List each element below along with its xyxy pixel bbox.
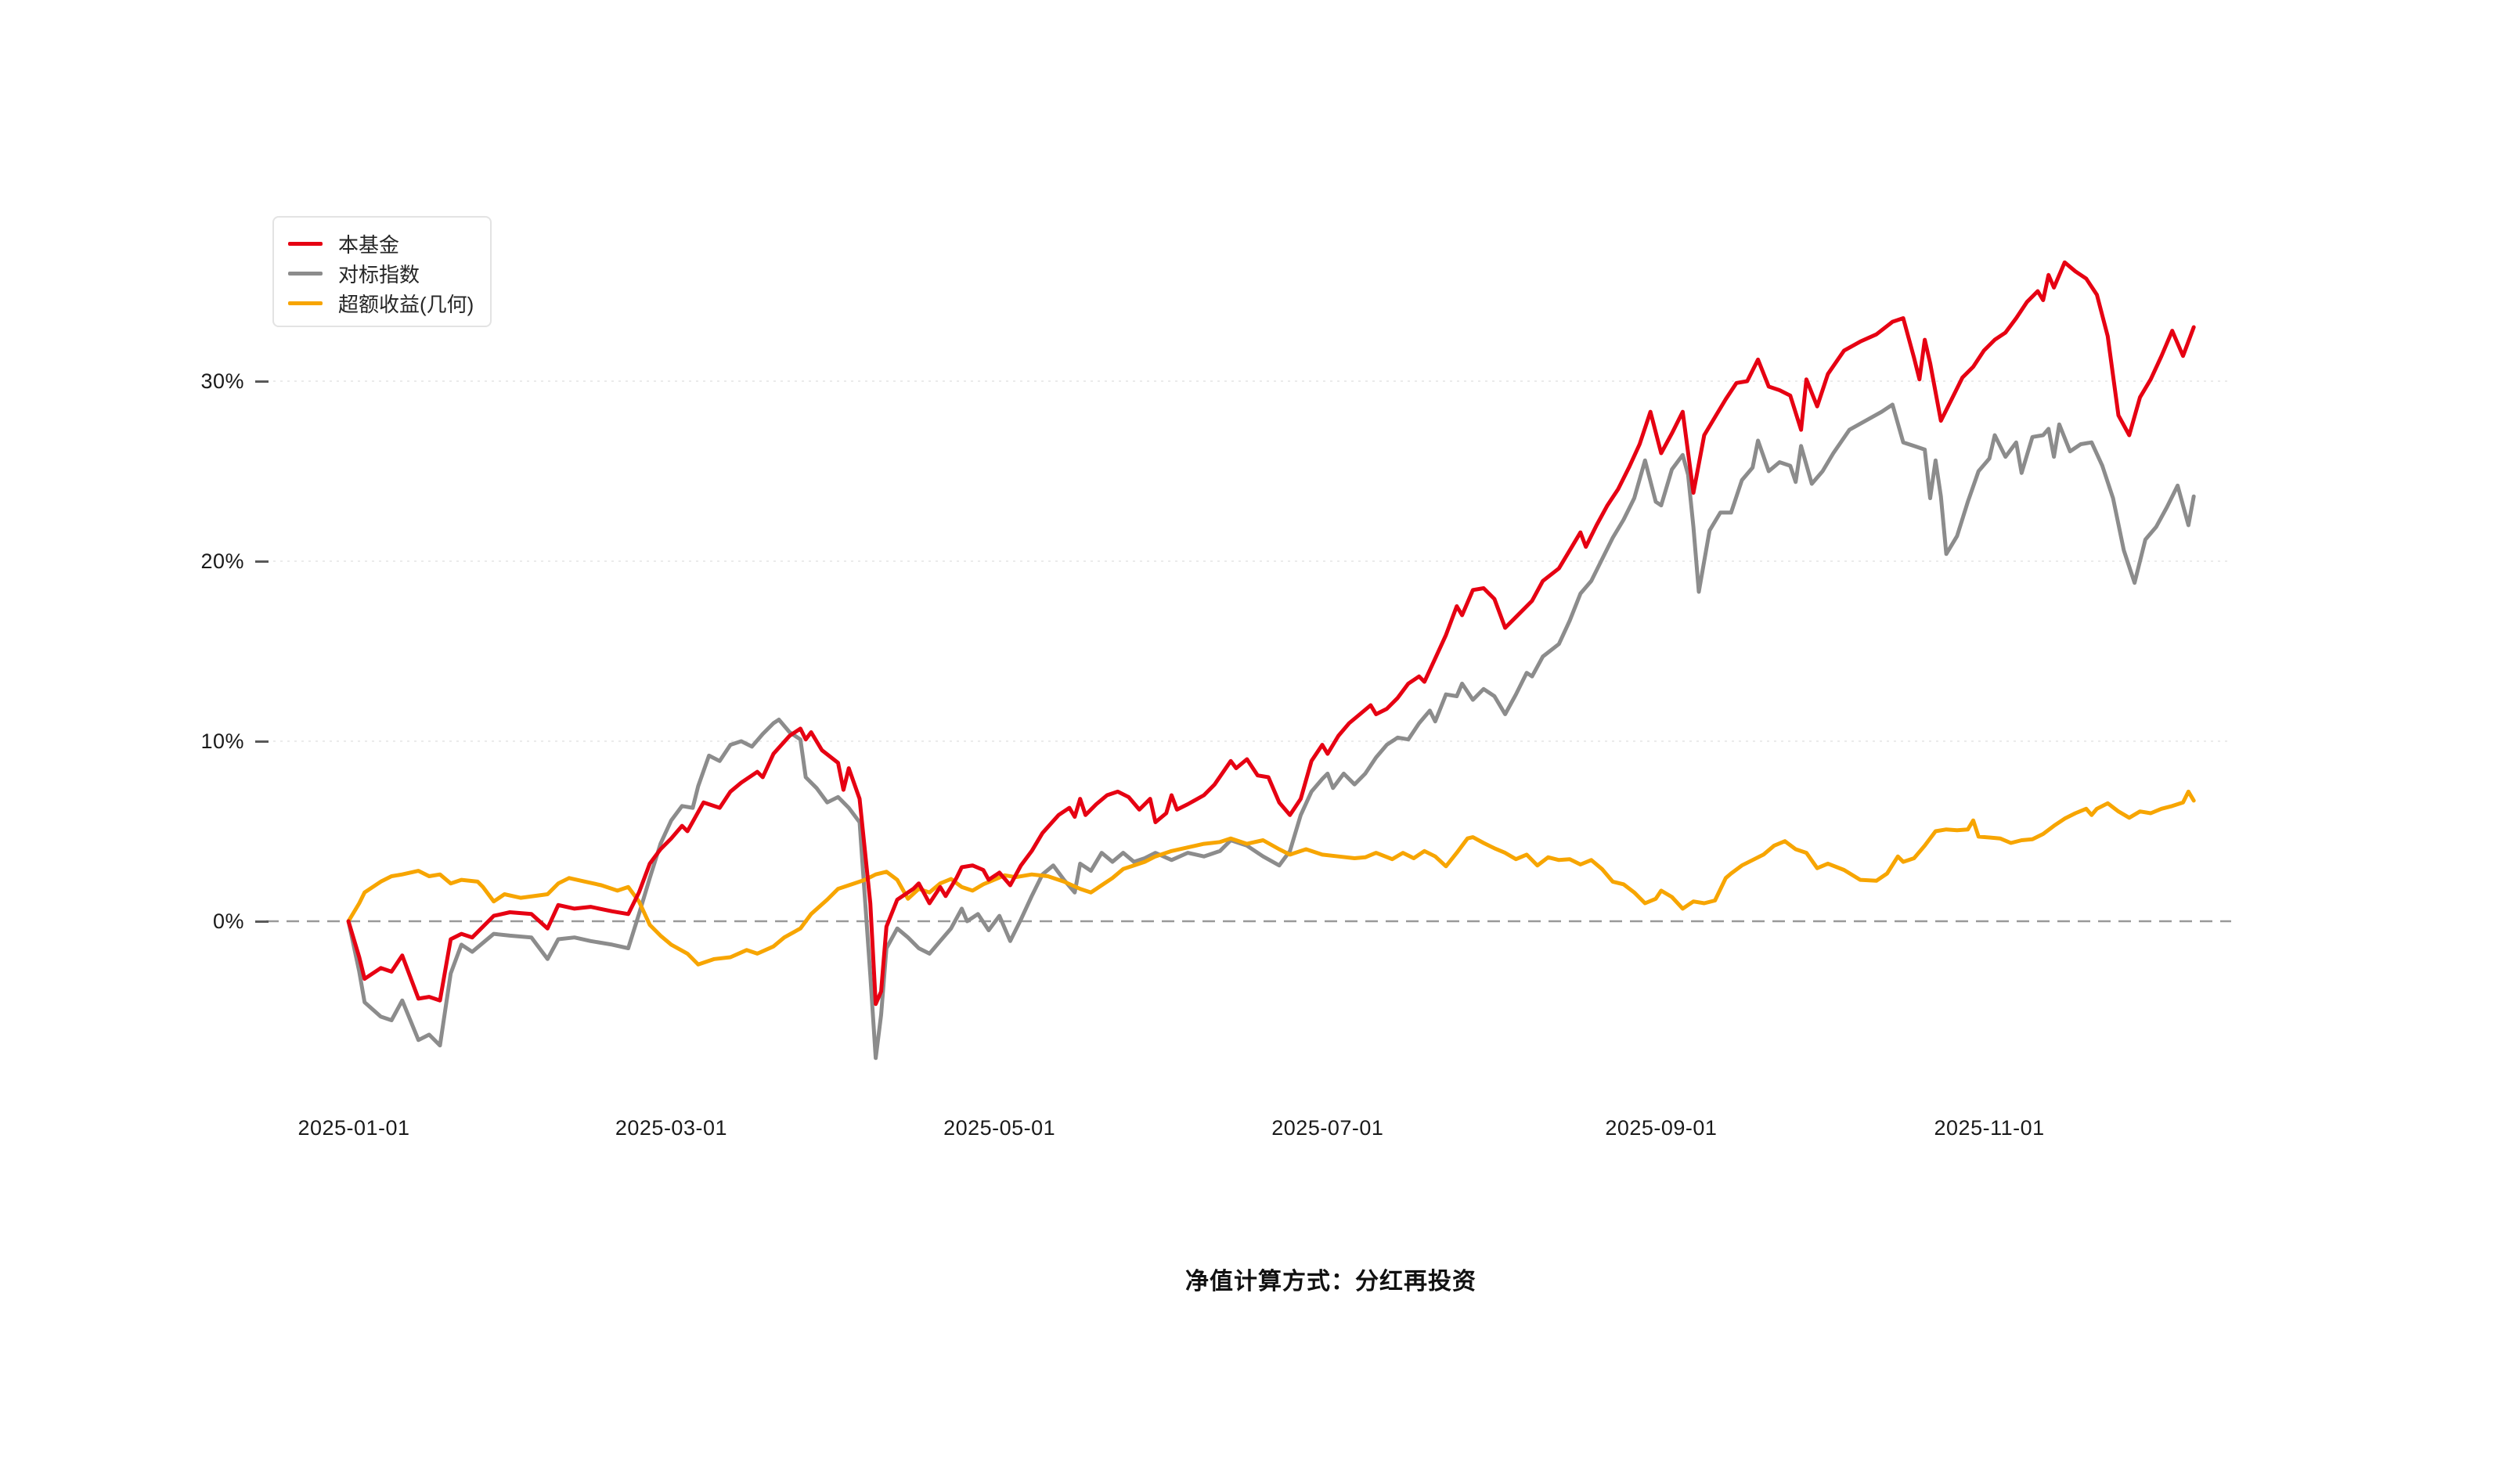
x-tick-label-2025-11-01: 2025-11-01 — [1934, 1116, 2045, 1140]
x-tick-label-2025-09-01: 2025-09-01 — [1605, 1116, 1718, 1140]
y-tick-mark — [255, 920, 269, 923]
series-line-index — [346, 402, 2196, 1061]
x-tick-label-2025-05-01: 2025-05-01 — [943, 1116, 1056, 1140]
series-line-fund — [346, 260, 2196, 1007]
legend-item-index[interactable]: 对标指数 — [274, 258, 490, 288]
y-tick-mark — [255, 740, 269, 743]
gridlines — [266, 380, 2231, 923]
legend-item-fund[interactable]: 本基金 — [274, 229, 490, 258]
legend-label-index: 对标指数 — [338, 262, 420, 286]
legend-label-fund: 本基金 — [338, 232, 400, 257]
chart-series — [346, 260, 2196, 1061]
index-line-swatch — [288, 271, 323, 276]
y-tick-label-20%: 20% — [200, 549, 244, 573]
y-tick-label-30%: 30% — [200, 369, 244, 393]
y-tick-label-10%: 10% — [200, 729, 244, 753]
x-tick-label-2025-01-01: 2025-01-01 — [297, 1116, 410, 1140]
legend-item-excess[interactable]: 超额收益(几何) — [274, 288, 490, 318]
series-line-excess — [346, 789, 2196, 967]
fund-line-swatch — [288, 241, 323, 246]
y-tick-mark — [255, 560, 269, 563]
x-tick-label-2025-03-01: 2025-03-01 — [615, 1116, 727, 1140]
nav-calculation-note: 净值计算方式：分红再投资 — [1185, 1269, 1476, 1295]
excess-line-swatch — [288, 301, 323, 305]
x-tick-label-2025-07-01: 2025-07-01 — [1271, 1116, 1384, 1140]
y-tick-mark — [255, 380, 269, 383]
chart-legend: 本基金 对标指数 超额收益(几何) — [272, 216, 492, 327]
y-tick-label-0%: 0% — [212, 909, 244, 933]
legend-label-excess: 超额收益(几何) — [338, 292, 474, 316]
